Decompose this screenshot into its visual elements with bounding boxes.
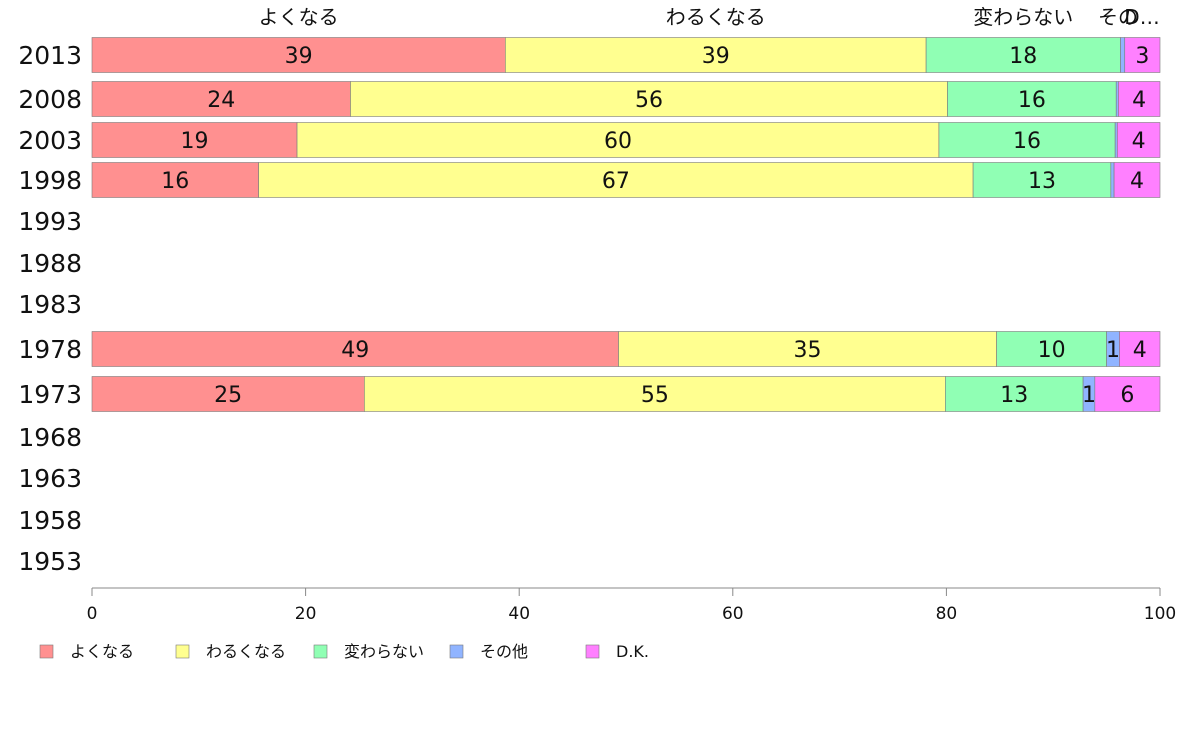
x-tick-label-80: 80 (936, 604, 958, 624)
bar-segment-2003-4 (1116, 122, 1161, 158)
top-category-labels-group: よくなる わるくなる 変わらない そのD… (259, 5, 1160, 29)
bar-value-label-2008-1: 56 (635, 88, 663, 113)
bar-segment-1998-2 (972, 162, 1112, 198)
x-tick-label-40: 40 (508, 604, 530, 624)
bar-value-label-2013-4: 3 (1135, 44, 1149, 69)
bar-segment-2013-1 (505, 37, 927, 73)
year-label-1988: 1988 (18, 249, 82, 278)
bar-value-label-1973-2: 13 (1000, 383, 1028, 408)
legend-swatch-2 (313, 644, 328, 659)
legend-label-3: その他 (480, 642, 528, 661)
bar-value-label-2013-1: 39 (702, 44, 730, 69)
year-label-1963: 1963 (18, 464, 82, 493)
top-category-label-0: よくなる (259, 5, 339, 29)
bar-value-label-2003-1: 60 (604, 129, 632, 154)
bar-value-label-2008-2: 16 (1018, 88, 1046, 113)
bar-value-label-2008-4: 4 (1132, 88, 1146, 113)
legend-swatch-4 (585, 644, 600, 659)
legend-swatch-3 (449, 644, 464, 659)
bar-value-label-1998-4: 4 (1130, 169, 1144, 194)
bar-value-label-1978-1: 35 (794, 338, 822, 363)
bars-group (91, 37, 1161, 412)
bar-segment-2013-4 (1124, 37, 1161, 73)
year-label-1973: 1973 (18, 380, 82, 409)
year-label-2003: 2003 (18, 126, 82, 155)
bar-segment-2008-4 (1118, 81, 1161, 117)
bar-labels-group: 39 39 18 324 56 16 419 60 16 416 67 13 449 35 10 1 425 55… (161, 44, 1149, 408)
bar-value-label-1973-3: 1 (1082, 383, 1096, 408)
bar-value-label-1978-3: 1 (1106, 338, 1120, 363)
bar-value-label-1998-0: 16 (161, 169, 189, 194)
bar-value-label-2003-4: 4 (1132, 129, 1146, 154)
x-tick-label-20: 20 (295, 604, 317, 624)
bar-segment-1978-4 (1119, 331, 1161, 367)
bar-segment-2008-0 (91, 81, 351, 117)
bar-segment-1998-0 (91, 162, 259, 198)
bar-value-label-1978-4: 4 (1133, 338, 1147, 363)
bar-segment-1978-1 (618, 331, 997, 367)
legend-group: よくなる わるくなる 変わらない その他 D.K. (39, 642, 649, 661)
bar-segment-2008-1 (350, 81, 948, 117)
legend-swatch-1 (175, 644, 190, 659)
bar-value-label-1973-0: 25 (214, 383, 242, 408)
top-category-label-4: D… (1124, 5, 1159, 29)
top-category-label-1: わるくなる (666, 5, 766, 29)
year-labels-group: 2013 2008 2003 1998 1993 1988 1983 1978 1973 1968… (18, 41, 82, 576)
bar-segment-2013-3 (1120, 37, 1126, 73)
year-label-1993: 1993 (18, 207, 82, 236)
bar-segment-2013-0 (91, 37, 506, 73)
bar-segment-2008-2 (947, 81, 1117, 117)
bar-segment-2003-0 (91, 122, 298, 158)
x-tick-label-60: 60 (722, 604, 744, 624)
bar-value-label-1998-1: 67 (602, 169, 630, 194)
bar-value-label-1978-2: 10 (1038, 338, 1066, 363)
x-axis-group: 0 20 40 60 80 100 (87, 587, 1176, 624)
legend-swatch-0 (39, 644, 54, 659)
bar-segment-1998-1 (258, 162, 974, 198)
bar-segment-2008-3 (1115, 81, 1119, 117)
bar-segment-2003-1 (296, 122, 940, 158)
legend-label-2: 変わらない (344, 642, 424, 661)
bar-value-label-2013-0: 39 (285, 44, 313, 69)
top-category-label-3: その (1098, 5, 1138, 29)
bar-segment-1973-2 (945, 376, 1084, 412)
year-label-1958: 1958 (18, 506, 82, 535)
year-label-1968: 1968 (18, 423, 82, 452)
bar-segment-1998-4 (1113, 162, 1161, 198)
bar-segment-1978-0 (91, 331, 619, 367)
bar-value-label-2003-0: 19 (181, 129, 209, 154)
bar-segment-2013-2 (925, 37, 1121, 73)
year-label-1983: 1983 (18, 290, 82, 319)
legend-label-0: よくなる (70, 642, 134, 661)
bar-segment-1973-0 (91, 376, 365, 412)
bar-segment-1978-2 (996, 331, 1107, 367)
year-label-1998: 1998 (18, 166, 82, 195)
bar-value-label-2013-2: 18 (1009, 44, 1037, 69)
x-tick-label-0: 0 (87, 604, 98, 624)
bar-segment-1973-4 (1094, 376, 1161, 412)
bar-segment-1998-3 (1110, 162, 1115, 198)
bar-segment-1973-1 (364, 376, 946, 412)
bar-value-label-1978-0: 49 (341, 338, 369, 363)
year-label-2013: 2013 (18, 41, 82, 70)
year-label-1953: 1953 (18, 547, 82, 576)
bar-value-label-1973-4: 6 (1120, 383, 1134, 408)
year-label-2008: 2008 (18, 85, 82, 114)
legend-label-1: わるくなる (206, 642, 286, 661)
bar-value-label-1973-1: 55 (641, 383, 669, 408)
bar-segment-2003-3 (1114, 122, 1118, 158)
bar-value-label-2003-2: 16 (1013, 129, 1041, 154)
bar-value-label-2008-0: 24 (207, 88, 235, 113)
legend-label-4: D.K. (616, 642, 649, 661)
year-label-1978: 1978 (18, 335, 82, 364)
top-category-label-2: 変わらない (973, 5, 1073, 29)
x-tick-label-100: 100 (1144, 604, 1176, 624)
bar-value-label-1998-2: 13 (1028, 169, 1056, 194)
